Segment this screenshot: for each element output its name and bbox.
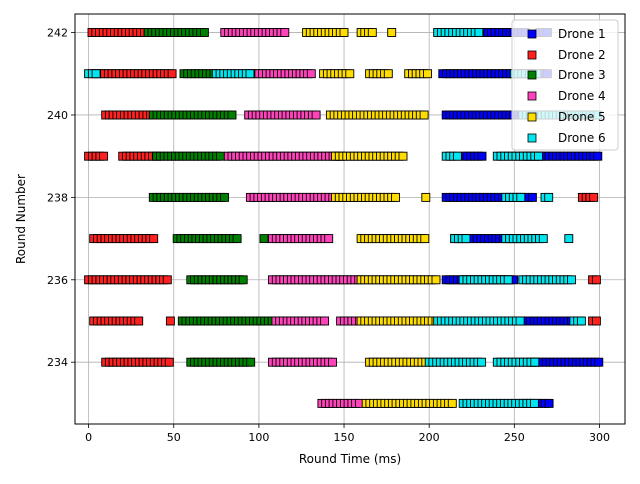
data-point [477, 151, 487, 161]
data-point [259, 234, 269, 244]
data-point [544, 398, 554, 408]
data-point [383, 69, 393, 79]
legend-label-drone-3: Drone 3 [558, 68, 606, 82]
data-point [391, 192, 400, 202]
data-point [527, 192, 537, 202]
y-tick-label: 234 [47, 356, 68, 369]
data-point [529, 398, 539, 408]
legend-entry-drone-2: Drone 2 [527, 48, 606, 62]
legend-label-drone-6: Drone 6 [558, 131, 606, 145]
legend-entry-drone-4: Drone 4 [527, 89, 606, 103]
legend-marker-drone-2 [527, 50, 537, 60]
data-point [227, 110, 237, 120]
data-point [199, 28, 209, 37]
data-point [538, 234, 548, 244]
data-point [99, 151, 109, 161]
legend-entry-drone-5: Drone 5 [527, 110, 606, 124]
x-tick-label: 150 [334, 431, 355, 444]
data-point [544, 192, 554, 202]
data-point [431, 275, 441, 285]
legend-entry-drone-6: Drone 6 [527, 131, 606, 145]
data-point [567, 275, 576, 285]
data-point [246, 357, 256, 367]
data-point [345, 69, 355, 79]
data-point [165, 316, 175, 326]
x-tick-label: 300 [589, 431, 610, 444]
data-point [576, 316, 586, 326]
data-point [245, 69, 255, 79]
data-point [232, 234, 242, 244]
data-point [164, 357, 174, 367]
data-point [591, 275, 601, 285]
data-point [423, 69, 432, 79]
legend-label-drone-2: Drone 2 [558, 48, 606, 62]
x-tick-label: 250 [504, 431, 525, 444]
x-tick-label: 100 [248, 431, 269, 444]
data-point [387, 28, 397, 37]
data-point [328, 357, 337, 367]
legend-label-drone-5: Drone 5 [558, 110, 606, 124]
y-tick-label: 236 [47, 274, 68, 287]
data-point [591, 316, 601, 326]
data-point [593, 151, 603, 161]
data-point [419, 110, 429, 120]
data-point [367, 28, 377, 37]
data-point [447, 398, 457, 408]
data-point [530, 357, 540, 367]
data-point [516, 192, 526, 202]
legend-marker-drone-6 [527, 133, 537, 143]
series-4 [220, 28, 364, 408]
legend: Drone 1 Drone 2 Drone 3 Drone 4 Drone 5 … [511, 19, 619, 151]
data-point [324, 234, 334, 244]
data-point [421, 192, 431, 202]
data-point [594, 357, 604, 367]
data-point [452, 151, 462, 161]
data-point [474, 28, 484, 37]
legend-box [511, 19, 619, 151]
x-tick-label: 50 [167, 431, 181, 444]
data-point [91, 69, 101, 79]
data-point [162, 275, 172, 285]
y-tick-label: 242 [47, 27, 68, 40]
data-point [477, 357, 487, 367]
data-point [220, 192, 229, 202]
data-point [167, 69, 177, 79]
data-point [320, 316, 330, 326]
x-tick-label: 0 [85, 431, 92, 444]
data-point [534, 151, 543, 161]
data-point [503, 275, 513, 285]
data-point [134, 316, 144, 326]
legend-label-drone-1: Drone 1 [558, 27, 606, 41]
data-point [515, 316, 525, 326]
data-point [311, 110, 321, 120]
data-point [339, 28, 349, 37]
data-point [306, 69, 316, 79]
y-tick-label: 238 [47, 191, 68, 204]
legend-marker-drone-3 [527, 70, 537, 80]
plot-frame [74, 13, 626, 425]
data-point [461, 234, 471, 244]
axis-ticks: 0 50 100 150 200 250 300 234 236 238 240 242 [47, 27, 610, 444]
data-point [398, 151, 408, 161]
legend-marker-drone-5 [527, 112, 537, 122]
data-point [280, 28, 290, 37]
data-point [238, 275, 248, 285]
data-point [215, 151, 225, 161]
data-point [149, 234, 159, 244]
data-point [589, 192, 599, 202]
legend-marker-drone-1 [527, 29, 537, 39]
y-tick-label: 240 [47, 109, 68, 122]
x-axis-label: Round Time (ms) [299, 452, 401, 466]
legend-entry-drone-3: Drone 3 [527, 68, 606, 82]
data-point [420, 234, 430, 244]
data-point [564, 234, 574, 244]
legend-marker-drone-4 [527, 91, 537, 101]
y-axis-label: Round Number [14, 174, 28, 264]
legend-label-drone-4: Drone 4 [558, 89, 606, 103]
x-tick-label: 200 [419, 431, 440, 444]
legend-entry-drone-1: Drone 1 [527, 27, 606, 41]
